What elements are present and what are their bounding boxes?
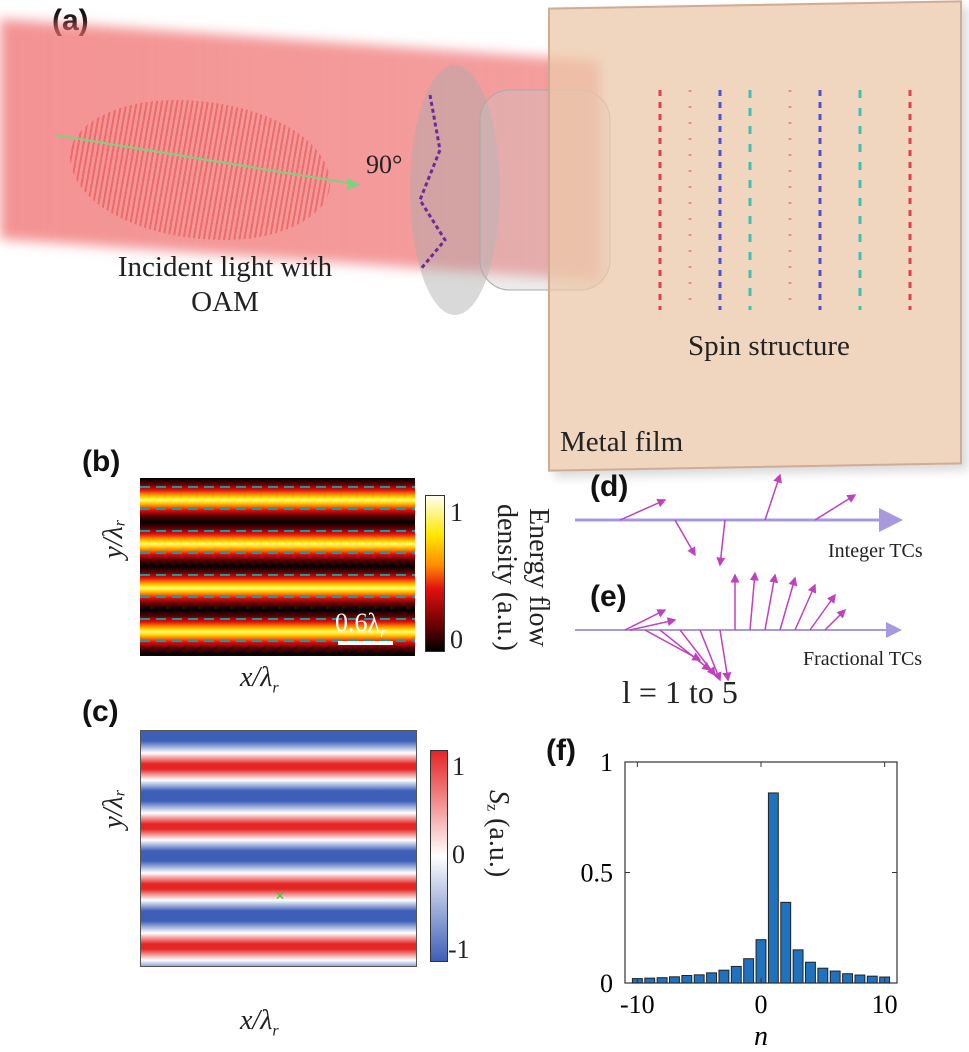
- x-tick-label: 10: [872, 990, 898, 1019]
- b-xlabel: x/λr: [240, 662, 279, 698]
- c-ylabel-text: y/λ: [98, 796, 129, 829]
- b-xlabel-text: x/λ: [240, 662, 273, 693]
- fractional-tc-label: Fractional TCs: [803, 648, 923, 670]
- energy-cbar-label: Energy flow density (a.u.): [491, 504, 554, 651]
- scale-bar-sub: r: [380, 625, 386, 642]
- sz-colorbar: [430, 750, 448, 962]
- bar: [718, 969, 730, 984]
- panel-label-c: (c): [82, 695, 119, 728]
- integer-tc-label: Integer TCs: [828, 540, 923, 562]
- y-tick-label: 1: [600, 750, 613, 777]
- bar: [866, 975, 878, 984]
- l-range-label: l = 1 to 5: [622, 674, 738, 710]
- propagation-arrow: [54, 134, 361, 186]
- sz-cbar-min: -1: [448, 935, 470, 964]
- bar: [755, 939, 767, 984]
- bar: [669, 976, 680, 984]
- incident-label-line2: OAM: [191, 285, 259, 318]
- scale-bar-text: 0.6λ: [335, 608, 381, 637]
- bar: [805, 961, 816, 984]
- bar: [842, 973, 853, 984]
- incident-label-line1: Incident light with: [117, 251, 333, 283]
- bar: [767, 792, 779, 984]
- c-ylabel: y/λr: [98, 790, 130, 829]
- flow-arrows: [140, 478, 415, 656]
- panel-label-e: (e): [590, 580, 627, 613]
- bar: [681, 974, 693, 984]
- c-xlabel-text: x/λ: [240, 1005, 273, 1036]
- energy-cbar-min: 0: [450, 625, 463, 654]
- b-xlabel-sub: r: [272, 679, 279, 697]
- c-ylabel-sub: r: [111, 790, 129, 797]
- energy-flow-map: 0.6λr: [140, 478, 415, 656]
- lens: [410, 65, 500, 315]
- incident-light-label: Incident light with OAM: [95, 250, 355, 320]
- bar: [792, 949, 804, 984]
- sz-label-s: S: [483, 790, 514, 804]
- center-marker-icon: ✕: [275, 889, 286, 903]
- y-tick-label: 0: [600, 969, 613, 998]
- sz-label-rest: (a.u.): [483, 811, 514, 878]
- sz-map: ✕: [140, 730, 417, 967]
- bar: [656, 977, 668, 984]
- c-xlabel: x/λr: [240, 1005, 279, 1041]
- b-ylabel: y/λr: [98, 520, 130, 559]
- sz-cbar-max: 1: [452, 752, 465, 781]
- y-tick-label: 0.5: [581, 859, 614, 888]
- spin-structure-arrows: [658, 90, 912, 310]
- sz-label-sub: z: [483, 804, 501, 812]
- sz-cbar-label: Sz (a.u.): [482, 790, 514, 877]
- x-axis-label: n: [754, 1021, 768, 1052]
- energy-cbar-max: 1: [450, 498, 463, 527]
- x-tick-label: 0: [755, 990, 768, 1019]
- bar: [706, 972, 717, 984]
- tc-diagrams: [575, 473, 903, 682]
- metal-film-label: Metal film: [560, 426, 684, 458]
- angle-label: 90°: [366, 150, 403, 179]
- bar: [817, 967, 829, 984]
- scale-bar-label: 0.6λr: [335, 608, 386, 642]
- arrow-head-icon: [347, 178, 360, 190]
- bar: [743, 958, 755, 984]
- b-ylabel-text: y/λ: [98, 526, 129, 559]
- panel-label-b: (b): [82, 445, 121, 478]
- polarizer-edge: [418, 94, 447, 271]
- bar: [693, 974, 705, 984]
- b-ylabel-sub: r: [111, 520, 129, 527]
- x-tick-label: -10: [620, 990, 655, 1019]
- c-xlabel-sub: r: [272, 1022, 279, 1040]
- bar: [644, 977, 656, 984]
- panel-label-d: (d): [590, 470, 629, 503]
- energy-colorbar: [425, 495, 445, 652]
- spin-structure-label: Spin structure: [688, 330, 850, 362]
- scale-bar: [338, 641, 393, 645]
- bar: [780, 901, 792, 984]
- bar: [829, 970, 841, 984]
- integer-arrows: [619, 473, 857, 567]
- panel-label-f: (f): [546, 734, 576, 767]
- sz-cbar-mid: 0: [452, 840, 465, 869]
- bar: [730, 965, 742, 984]
- fractional-arrows: [624, 571, 847, 682]
- bar: [854, 974, 866, 984]
